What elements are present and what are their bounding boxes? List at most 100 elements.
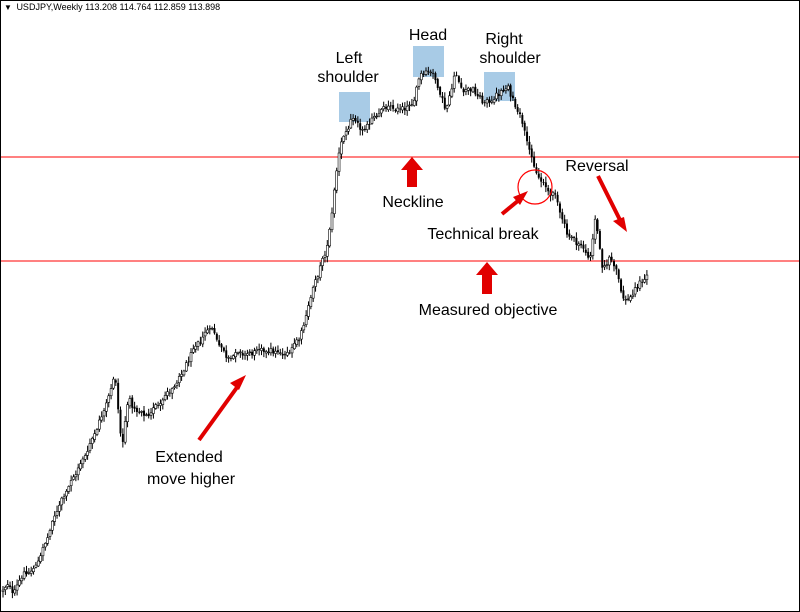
candle-body xyxy=(234,352,237,358)
candle xyxy=(102,407,106,422)
candle xyxy=(316,275,320,284)
candle xyxy=(269,342,273,356)
candle-body xyxy=(22,571,26,579)
candle-body xyxy=(342,135,346,142)
candle xyxy=(100,411,103,423)
candle xyxy=(643,274,646,284)
candle-body xyxy=(260,347,263,351)
candle xyxy=(427,66,430,76)
candle xyxy=(147,408,150,419)
candle xyxy=(278,348,282,356)
candle xyxy=(645,270,649,285)
candle xyxy=(485,97,489,108)
candle xyxy=(314,275,317,292)
candle xyxy=(283,350,287,360)
left-shoulder-label-line1: Left xyxy=(336,50,363,67)
candle-body xyxy=(419,73,423,81)
candle xyxy=(264,349,268,359)
candle xyxy=(478,91,482,99)
candle-body xyxy=(540,177,543,182)
candle xyxy=(495,87,498,102)
candle xyxy=(593,215,597,244)
candle xyxy=(506,83,510,92)
candle-body xyxy=(365,124,369,130)
candle xyxy=(610,252,613,263)
candle-body xyxy=(267,351,270,354)
candle-body xyxy=(9,585,12,588)
candle xyxy=(375,112,378,120)
candle xyxy=(321,256,324,271)
candle-body xyxy=(114,380,117,383)
candle xyxy=(180,369,183,381)
candle xyxy=(262,346,265,358)
candle xyxy=(349,113,353,129)
candle xyxy=(218,335,221,347)
candle xyxy=(401,102,404,114)
candle xyxy=(582,240,585,253)
candle xyxy=(206,325,209,335)
candle xyxy=(170,387,174,400)
candle xyxy=(185,360,188,372)
candle xyxy=(457,75,460,84)
candle-body xyxy=(537,173,540,178)
candle xyxy=(514,97,517,110)
candle-body xyxy=(641,281,644,283)
candle-body xyxy=(636,287,639,289)
candle xyxy=(189,348,193,367)
candle-body xyxy=(107,395,111,403)
candle xyxy=(392,99,395,112)
candle xyxy=(152,402,155,419)
candle xyxy=(372,112,376,121)
candle xyxy=(466,86,470,95)
candle-body xyxy=(596,219,599,232)
candle xyxy=(232,354,235,360)
candle-body xyxy=(340,141,343,155)
candle xyxy=(399,104,402,114)
candle xyxy=(274,346,277,358)
candle xyxy=(105,399,108,418)
candle xyxy=(43,542,47,551)
candle xyxy=(234,348,237,363)
candle xyxy=(6,580,9,590)
technical-break-arrow-icon xyxy=(500,191,528,216)
candle xyxy=(74,470,78,482)
candle-body xyxy=(335,170,339,191)
candle-body xyxy=(72,476,75,480)
candle xyxy=(13,585,17,596)
candle-body xyxy=(36,560,40,567)
candle xyxy=(163,391,167,402)
candle-body xyxy=(521,115,524,124)
candle-body xyxy=(380,109,383,114)
candle xyxy=(603,260,606,271)
candle-body xyxy=(288,352,291,354)
candle xyxy=(201,331,205,348)
candle-body xyxy=(504,88,508,91)
candle xyxy=(460,78,463,89)
candle-body xyxy=(554,193,557,195)
candle-body xyxy=(140,411,143,413)
candle-body xyxy=(46,537,49,544)
candle xyxy=(143,406,145,422)
candle xyxy=(112,376,115,390)
candle-body xyxy=(516,107,519,112)
candle xyxy=(570,235,574,241)
candle-body xyxy=(492,99,496,103)
candle-body xyxy=(412,99,416,106)
candle xyxy=(227,355,230,363)
candle-body xyxy=(607,256,611,266)
candle-body xyxy=(309,297,313,307)
candle-body xyxy=(43,543,47,548)
candle-body xyxy=(281,353,284,356)
candle-body xyxy=(55,511,59,516)
candle xyxy=(276,345,279,355)
candle xyxy=(556,191,559,206)
candle-body xyxy=(502,89,505,92)
candle xyxy=(566,219,568,238)
dropdown-triangle-icon[interactable]: ▼ xyxy=(4,3,12,12)
candle xyxy=(342,135,346,144)
candle-body xyxy=(627,298,630,300)
candle xyxy=(523,120,526,136)
candle xyxy=(20,575,24,585)
